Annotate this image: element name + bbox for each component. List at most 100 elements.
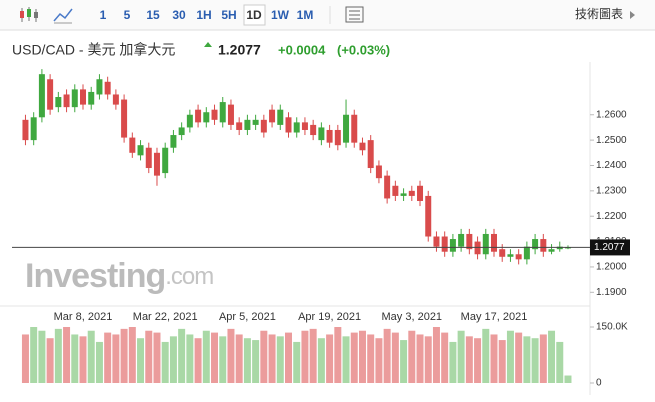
candle-body bbox=[211, 109, 218, 120]
volume-bar bbox=[334, 327, 342, 383]
candle-body bbox=[277, 109, 284, 125]
interval-button[interactable]: 1D bbox=[246, 8, 262, 22]
y-tick-label: 1.2000 bbox=[596, 262, 627, 273]
line-icon[interactable] bbox=[53, 8, 73, 24]
candle-body bbox=[466, 233, 473, 250]
candle-body bbox=[153, 152, 160, 176]
volume-bar bbox=[38, 330, 46, 383]
candle-body bbox=[474, 241, 481, 255]
x-tick-label: Mar 22, 2021 bbox=[133, 311, 198, 323]
volume-bar bbox=[120, 328, 128, 383]
candle-body bbox=[343, 114, 350, 143]
candle-body bbox=[556, 246, 563, 250]
interval-button[interactable]: 5H bbox=[221, 8, 236, 22]
volume-bar bbox=[243, 338, 251, 383]
candle-body bbox=[203, 112, 210, 123]
selected-interval-box bbox=[243, 4, 266, 26]
y-tick-label: 1.2600 bbox=[596, 109, 627, 120]
volume-bar bbox=[515, 332, 523, 383]
volume-bar bbox=[153, 332, 161, 383]
candle-icon[interactable] bbox=[20, 7, 38, 22]
volume-tick-label: 150.0K bbox=[596, 322, 628, 333]
candle-body bbox=[178, 127, 185, 136]
candle-body bbox=[548, 249, 555, 252]
volume-bar bbox=[523, 336, 531, 383]
candle-body bbox=[532, 239, 539, 250]
volume-tick-label: 0 bbox=[596, 378, 602, 389]
candle-body bbox=[293, 122, 300, 133]
watermark: Investing.com bbox=[25, 257, 213, 295]
change-pct: (+0.03%) bbox=[337, 42, 390, 57]
indicator-icon[interactable] bbox=[345, 6, 364, 23]
volume-bar bbox=[465, 336, 473, 383]
volume-bar bbox=[350, 332, 358, 383]
candle-body bbox=[507, 254, 514, 257]
y-tick-label: 1.2400 bbox=[596, 160, 627, 171]
interval-button[interactable]: 1 bbox=[100, 8, 107, 22]
volume-bar bbox=[548, 330, 556, 383]
volume-bar bbox=[46, 338, 54, 383]
volume-bar bbox=[186, 334, 194, 383]
interval-button[interactable]: 30 bbox=[172, 8, 186, 22]
volume-bar bbox=[391, 332, 399, 383]
y-tick-label: 1.2500 bbox=[596, 135, 627, 146]
candle-body bbox=[112, 94, 119, 105]
volume-bar bbox=[260, 330, 268, 383]
volume-bar bbox=[95, 341, 103, 383]
candle-body bbox=[441, 236, 448, 252]
volume-bar bbox=[358, 330, 366, 383]
volume-bar bbox=[145, 330, 153, 383]
candle-body bbox=[408, 190, 415, 196]
volume-bar bbox=[490, 334, 498, 383]
volume-bar bbox=[441, 332, 449, 383]
candle-body bbox=[30, 117, 37, 141]
volume-bar bbox=[317, 338, 325, 383]
volume-bar bbox=[169, 336, 177, 383]
y-tick-label: 1.2200 bbox=[596, 211, 627, 222]
volume-bar bbox=[474, 338, 482, 383]
volume-bar bbox=[227, 328, 235, 383]
candle-body bbox=[482, 233, 489, 255]
interval-button[interactable]: 15 bbox=[146, 8, 160, 22]
candle-body bbox=[375, 165, 382, 179]
candle-body bbox=[351, 114, 358, 143]
volume-bar bbox=[506, 330, 514, 383]
candle-body bbox=[285, 117, 292, 133]
candle-body bbox=[195, 109, 202, 123]
candle-body bbox=[22, 119, 29, 141]
volume-bar bbox=[449, 341, 457, 383]
x-tick-label: May 17, 2021 bbox=[461, 311, 528, 323]
chart-button-arrow[interactable] bbox=[630, 11, 635, 19]
volume-bar bbox=[178, 328, 186, 383]
candle-body bbox=[38, 74, 45, 118]
candle-body bbox=[260, 119, 267, 133]
candle-body bbox=[417, 185, 424, 201]
volume-bar bbox=[531, 338, 539, 383]
chart-button[interactable]: 技術圖表 bbox=[575, 7, 623, 21]
volume-bar bbox=[556, 341, 564, 383]
volume-bar bbox=[161, 341, 169, 383]
candle-body bbox=[227, 104, 234, 125]
interval-button[interactable]: 5 bbox=[124, 8, 131, 22]
volume-bar bbox=[416, 334, 424, 383]
volume-bar bbox=[342, 336, 350, 383]
interval-button[interactable]: 1W bbox=[271, 8, 290, 22]
candle-body bbox=[71, 89, 78, 108]
volume-bar bbox=[21, 334, 29, 383]
up-arrow bbox=[204, 42, 212, 47]
candle-body bbox=[384, 175, 391, 199]
candle-body bbox=[499, 249, 506, 257]
x-tick-label: Mar 8, 2021 bbox=[54, 311, 113, 323]
volume-bar bbox=[285, 332, 292, 383]
candle-body bbox=[252, 119, 259, 125]
watermark-brand: Investing bbox=[25, 257, 165, 295]
candle-body bbox=[301, 122, 308, 130]
candle-body bbox=[515, 254, 522, 260]
candle-body bbox=[162, 147, 169, 174]
interval-button[interactable]: 1H bbox=[196, 8, 211, 22]
volume-bar bbox=[301, 330, 309, 383]
interval-button[interactable]: 1M bbox=[297, 8, 314, 22]
price: 1.2077 bbox=[218, 42, 261, 58]
volume-bar bbox=[424, 336, 432, 383]
